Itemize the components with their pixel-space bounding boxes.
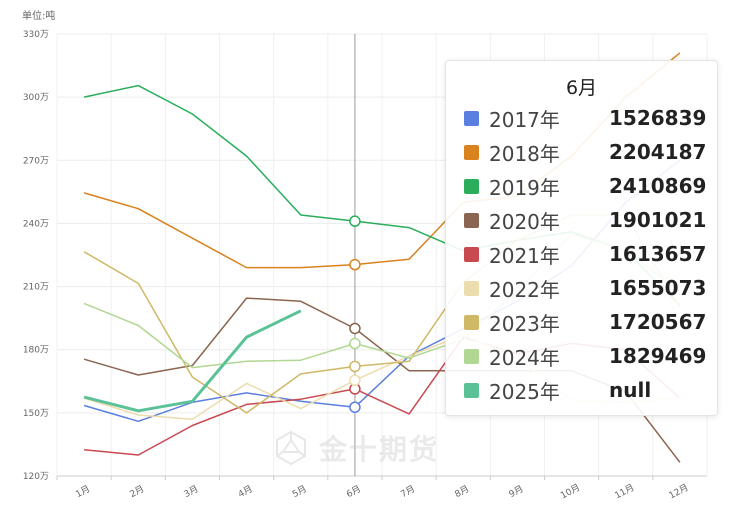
watermark-logo: 金十期货 xyxy=(275,428,439,468)
x-tick-label: 6月 xyxy=(345,483,363,500)
legend-swatch xyxy=(464,110,479,126)
legend-swatch xyxy=(464,144,479,160)
tooltip-row: 2023年 1720567 xyxy=(446,305,717,339)
unit-label: 单位:吨 xyxy=(22,11,56,22)
y-tick-label: 210万 xyxy=(23,283,49,293)
hover-marker-2017年 xyxy=(349,401,361,413)
legend-swatch xyxy=(464,382,479,398)
legend-swatch xyxy=(464,246,479,262)
legend-swatch xyxy=(464,280,479,296)
legend-swatch xyxy=(464,314,479,330)
tooltip-series-name: 2017年 xyxy=(489,107,560,132)
x-tick-label: 5月 xyxy=(290,483,308,500)
x-tick-label: 3月 xyxy=(182,483,200,500)
watermark-text: 金十期货 xyxy=(319,433,440,466)
tooltip-row: 2019年 2410869 xyxy=(446,169,717,203)
y-tick-label: 120万 xyxy=(23,472,49,482)
x-tick-label: 10月 xyxy=(559,482,582,501)
x-tick-label: 9月 xyxy=(507,483,525,500)
hover-tooltip: 6月 2017年 1526839 2018年 2204187 2019年 2410869 2… xyxy=(445,60,718,416)
y-tick-label: 180万 xyxy=(23,346,49,356)
highlight-markers xyxy=(349,215,361,413)
tooltip-series-name: 2021年 xyxy=(489,243,560,268)
tooltip-series-value: 1613657 xyxy=(609,242,707,266)
hover-marker-2022年 xyxy=(349,374,361,386)
hover-marker-2023年 xyxy=(349,360,361,373)
hover-marker-2024年 xyxy=(349,337,361,350)
x-tick-label: 2月 xyxy=(128,483,146,500)
tooltip-row: 2018年 2204187 xyxy=(446,135,717,169)
tooltip-title: 6月 xyxy=(565,77,598,99)
tooltip-row: 2024年 1829469 xyxy=(446,339,717,373)
tooltip-series-value: null xyxy=(609,378,652,402)
watermark-icon xyxy=(276,430,306,466)
tooltip-series-name: 2019年 xyxy=(489,175,560,200)
tooltip-row: 2020年 1901021 xyxy=(446,203,717,237)
tooltip-series-name: 2025年 xyxy=(489,379,560,404)
y-tick-label: 270万 xyxy=(23,156,49,166)
hover-marker-2020年 xyxy=(349,322,361,335)
x-tick-label: 7月 xyxy=(399,483,417,500)
tooltip-series-value: 2204187 xyxy=(609,140,707,164)
hover-marker-2018年 xyxy=(349,258,361,271)
x-tick-label: 12月 xyxy=(667,482,690,501)
tooltip-series-value: 1829469 xyxy=(609,344,707,368)
y-tick-label: 330万 xyxy=(23,30,49,40)
tooltip-series-name: 2022年 xyxy=(489,277,560,302)
tooltip-series-name: 2024年 xyxy=(489,345,560,370)
tooltip-series-name: 2023年 xyxy=(489,311,560,336)
x-tick-label: 8月 xyxy=(453,483,471,500)
legend-swatch xyxy=(464,212,479,228)
x-tick-label: 4月 xyxy=(236,483,254,500)
tooltip-series-name: 2018年 xyxy=(489,141,560,166)
x-tick-label: 1月 xyxy=(74,483,92,500)
tooltip-series-name: 2020年 xyxy=(489,209,560,234)
y-tick-label: 240万 xyxy=(23,219,49,229)
hover-marker-2019年 xyxy=(349,215,361,227)
tooltip-row: 2021年 1613657 xyxy=(446,237,717,271)
tooltip-series-value: 1655073 xyxy=(609,276,707,300)
y-tick-label: 150万 xyxy=(23,409,49,419)
series-line-2025年 xyxy=(83,309,302,413)
x-axis-ticks: 1月 2月 3月 4月 5月 6月 7月 8月 9月 10月 11月 12月 xyxy=(56,476,690,501)
tooltip-series-value: 1901021 xyxy=(609,208,707,232)
tooltip-row: 2025年 null xyxy=(446,373,717,407)
y-axis-ticks: 120万 150万 180万 210万 240万 270万 300万 330万 xyxy=(23,30,49,482)
tooltip-rows: 2017年 1526839 2018年 2204187 2019年 2410869 2020… xyxy=(446,101,717,407)
tooltip-series-value: 1720567 xyxy=(609,310,707,334)
tooltip-row: 2022年 1655073 xyxy=(446,271,717,305)
tooltip-series-value: 2410869 xyxy=(609,174,707,198)
legend-swatch xyxy=(464,178,479,194)
tooltip-row: 2017年 1526839 xyxy=(446,101,717,135)
y-tick-label: 300万 xyxy=(23,93,49,103)
tooltip-series-value: 1526839 xyxy=(609,106,707,130)
x-tick-label: 11月 xyxy=(613,482,636,501)
legend-swatch xyxy=(464,348,479,364)
